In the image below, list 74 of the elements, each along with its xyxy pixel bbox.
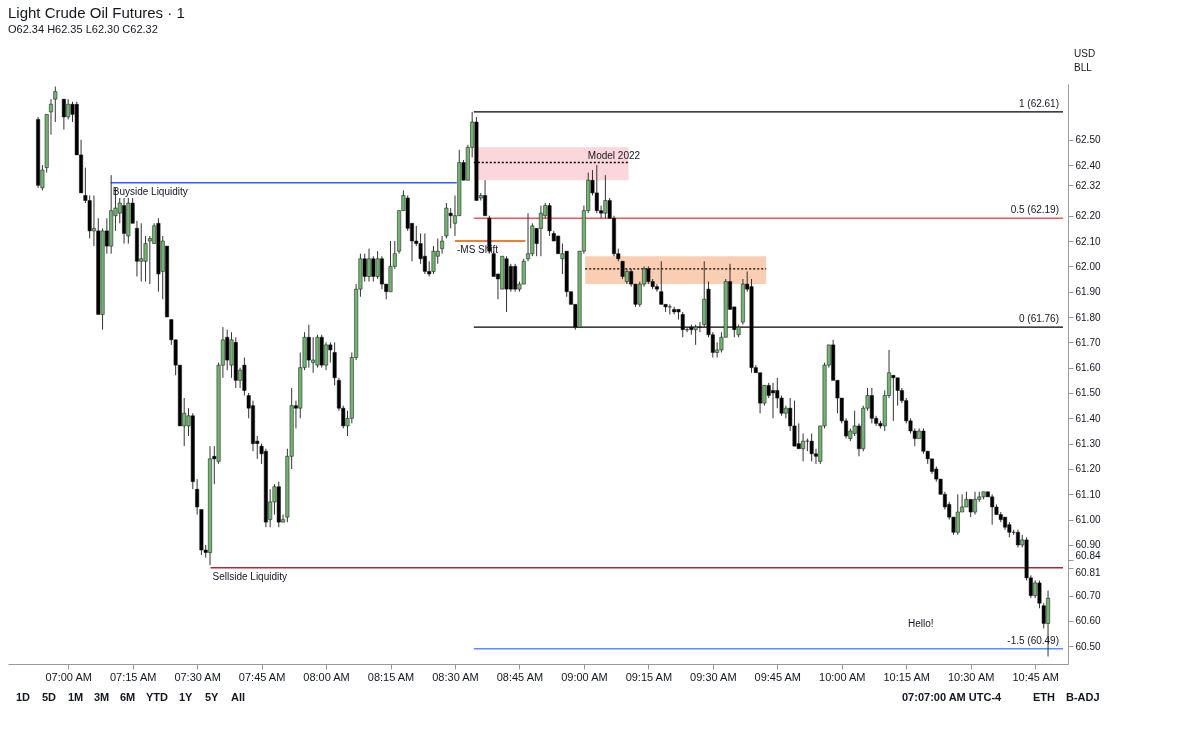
- y-tick-label: 62.32: [1075, 179, 1101, 191]
- text: 07:07:00 AM UTC-4: [902, 691, 1003, 703]
- x-tick-label: 07:45 AM: [238, 670, 286, 683]
- text: ETH: [1033, 691, 1056, 703]
- y-tick-label: 61.30: [1075, 438, 1101, 450]
- y-tick-label: 61.00: [1075, 514, 1101, 526]
- x-tick-label: 09:15 AM: [625, 670, 673, 683]
- y-tick-label: 60.90: [1075, 539, 1101, 551]
- y-tick-label: 62.50: [1075, 134, 1101, 146]
- x-tick-label: 09:30 AM: [690, 670, 737, 683]
- text: 5Y: [205, 691, 220, 703]
- y-tick-label: 61.10: [1075, 488, 1101, 500]
- text: B-ADJ: [1066, 691, 1100, 703]
- text: 1D: [16, 691, 31, 703]
- x-tick-label: 10:45 AM: [1012, 670, 1059, 683]
- candlestick: [921, 427, 926, 455]
- candlestick: [139, 222, 144, 283]
- y-tick-label: 60.81: [1075, 567, 1101, 579]
- candlestick: [66, 98, 71, 120]
- candlestick: [796, 422, 801, 450]
- text: USD: [1074, 48, 1096, 59]
- x-tick-label: 08:45 AM: [496, 670, 544, 683]
- candlestick: [603, 174, 608, 219]
- annotation: Hello!: [908, 618, 934, 629]
- x-tick-label: 08:30 AM: [432, 670, 479, 683]
- x-tick-label: 08:15 AM: [367, 670, 415, 683]
- annotation: 0 (61.76): [1018, 313, 1059, 325]
- x-tick-label: 09:45 AM: [754, 670, 802, 683]
- annotation: 1 (62.61): [1018, 97, 1059, 109]
- text: BLL: [1074, 62, 1093, 73]
- candlestick: [869, 387, 874, 424]
- annotation: 0.5 (62.19): [1010, 204, 1059, 216]
- candlestick: [792, 400, 797, 447]
- x-tick-label: 10:00 AM: [819, 670, 866, 683]
- y-tick-label: 61.90: [1075, 286, 1101, 298]
- y-tick-label: 60.50: [1075, 640, 1101, 652]
- candlestick: [371, 255, 376, 283]
- text: 1M: [68, 691, 84, 703]
- y-tick-label: 61.60: [1075, 362, 1101, 374]
- text: 1Y: [179, 691, 194, 703]
- y-tick-label: 60.70: [1075, 590, 1101, 602]
- y-tick-label: 61.80: [1075, 311, 1101, 323]
- y-tick-label: 62.00: [1075, 260, 1101, 272]
- y-tick-label: 61.70: [1075, 336, 1101, 348]
- x-tick-label: 07:30 AM: [174, 670, 221, 683]
- candlestick: [891, 374, 896, 422]
- annotation: Model 2022: [587, 149, 641, 161]
- y-tick-label: 60.60: [1075, 615, 1101, 627]
- y-tick-label: 62.20: [1075, 210, 1101, 222]
- text: 5D: [42, 691, 57, 703]
- y-tick-label: 61.40: [1075, 412, 1101, 424]
- candlestick: [594, 164, 599, 214]
- x-tick-label: 10:15 AM: [883, 670, 930, 683]
- candlestick: [809, 433, 814, 462]
- y-tick-label: 61.20: [1075, 463, 1101, 475]
- y-tick-label: 61.50: [1075, 387, 1101, 399]
- text: YTD: [146, 691, 169, 703]
- chart-subtitle: O62.34 H62.35 L62.30 C62.32: [8, 23, 158, 35]
- x-tick-label: 08:00 AM: [303, 670, 350, 683]
- y-tick-label: 60.84: [1075, 549, 1101, 561]
- x-tick-label: 09:00 AM: [561, 670, 608, 683]
- candlestick: [693, 324, 698, 346]
- y-tick-label: 62.40: [1075, 159, 1101, 171]
- chart-title: Light Crude Oil Futures · 1: [8, 4, 185, 21]
- annotation: Sellside Liquidity: [212, 570, 288, 582]
- text: All: [231, 691, 246, 703]
- text: 6M: [120, 691, 136, 703]
- x-tick-label: 10:30 AM: [947, 670, 995, 683]
- annotation: -1.5 (60.49): [1007, 634, 1059, 646]
- y-tick-label: 62.10: [1075, 235, 1101, 247]
- candlestick: [538, 205, 543, 257]
- x-tick-label: 07:00 AM: [45, 670, 92, 683]
- text: 3M: [94, 691, 110, 703]
- x-tick-label: 07:15 AM: [109, 670, 157, 683]
